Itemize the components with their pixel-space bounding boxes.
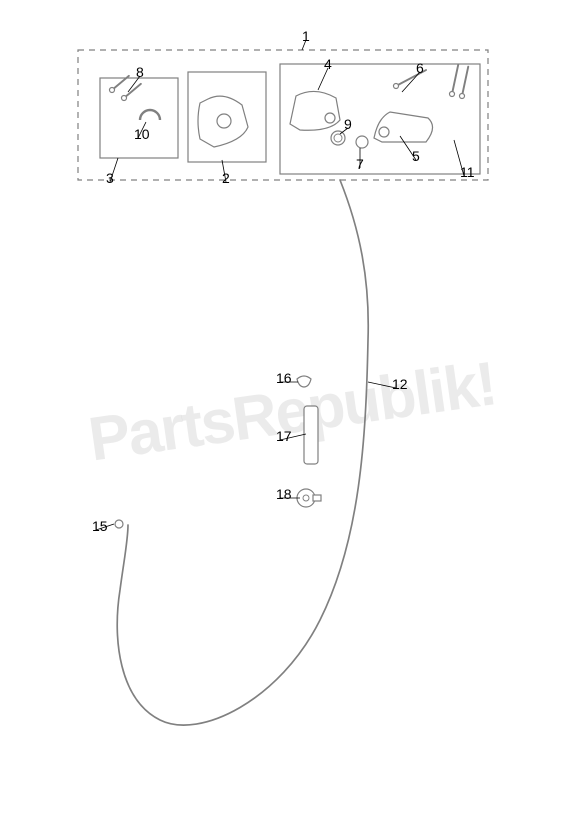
callout-2: 2 [222,170,230,186]
callout-6: 6 [416,60,424,76]
page-root: PartsRepublik! 18103246975111216171815 [0,0,583,824]
callout-15: 15 [92,518,108,534]
callout-9: 9 [344,116,352,132]
callout-10: 10 [134,126,150,142]
callout-16: 16 [276,370,292,386]
callout-12: 12 [392,376,408,392]
callout-5: 5 [412,148,420,164]
callout-11: 11 [460,164,475,180]
parts-diagram-svg [0,0,583,824]
callout-18: 18 [276,486,292,502]
callout-8: 8 [136,64,144,80]
callout-4: 4 [324,56,332,72]
callout-17: 17 [276,428,292,444]
callout-7: 7 [356,156,364,172]
callout-3: 3 [106,170,114,186]
callout-1: 1 [302,28,310,44]
